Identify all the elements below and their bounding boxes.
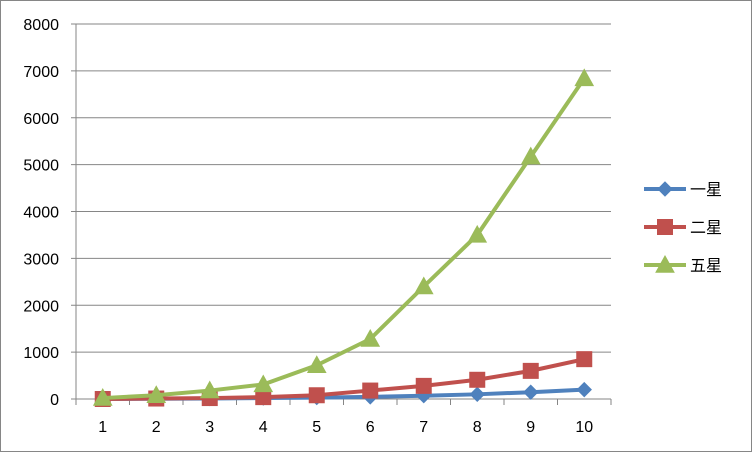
data-point-marker	[308, 387, 325, 404]
data-point-marker	[576, 351, 593, 368]
x-tick-label: 1	[98, 419, 107, 436]
y-tick-label: 1000	[23, 345, 59, 362]
x-tick-label: 3	[205, 419, 214, 436]
x-tick-label: 7	[419, 419, 428, 436]
data-point-marker	[253, 374, 274, 393]
axes: 0 1000 2000 3000 4000 5000 6000 7000 8000 1 2 3 4 5 6 7…	[23, 17, 612, 436]
y-tick-label: 2000	[23, 298, 59, 315]
x-tick-label: 9	[526, 419, 535, 436]
x-tick-label: 6	[366, 419, 375, 436]
legend-label: 一星	[690, 180, 722, 199]
legend-marker	[657, 181, 673, 197]
data-point-marker	[92, 388, 113, 406]
x-tick-label: 5	[312, 419, 321, 436]
legend-label: 五星	[690, 256, 722, 275]
y-tick-label: 8000	[23, 17, 59, 34]
series-lines	[92, 68, 595, 407]
series-line	[100, 76, 587, 401]
data-point-marker	[523, 384, 539, 400]
legend-marker	[657, 219, 673, 235]
x-tick-label: 2	[152, 419, 161, 436]
legend-item-3: 五星	[644, 254, 722, 275]
y-tick-label: 0	[50, 392, 59, 409]
legend-marker	[655, 254, 675, 273]
legend-label: 二星	[690, 218, 722, 237]
data-point-marker	[469, 371, 486, 388]
data-point-marker	[360, 328, 381, 347]
data-point-marker	[522, 362, 539, 379]
y-tick-label: 6000	[23, 111, 59, 128]
data-point-marker	[146, 385, 167, 403]
data-point-marker	[306, 355, 327, 373]
data-point-marker	[574, 68, 595, 87]
data-point-marker	[199, 380, 220, 399]
data-point-marker	[576, 381, 592, 398]
data-point-marker	[413, 276, 434, 295]
y-tick-label: 7000	[23, 64, 59, 81]
data-point-marker	[469, 386, 485, 403]
x-tick-label: 8	[473, 419, 482, 436]
y-tick-label: 5000	[23, 158, 59, 175]
series-3	[92, 68, 595, 406]
y-tick-label: 3000	[23, 251, 59, 268]
data-point-marker	[467, 224, 488, 243]
gridlines	[76, 23, 611, 353]
data-point-marker	[362, 382, 379, 399]
data-point-marker	[415, 377, 432, 394]
x-tick-label: 4	[259, 419, 268, 436]
legend-item-1: 一星	[644, 180, 722, 199]
legend-item-2: 二星	[644, 218, 722, 237]
series-line	[100, 357, 587, 401]
x-tick-label: 10	[575, 419, 593, 436]
data-point-marker	[520, 146, 541, 165]
y-tick-label: 4000	[23, 205, 59, 222]
